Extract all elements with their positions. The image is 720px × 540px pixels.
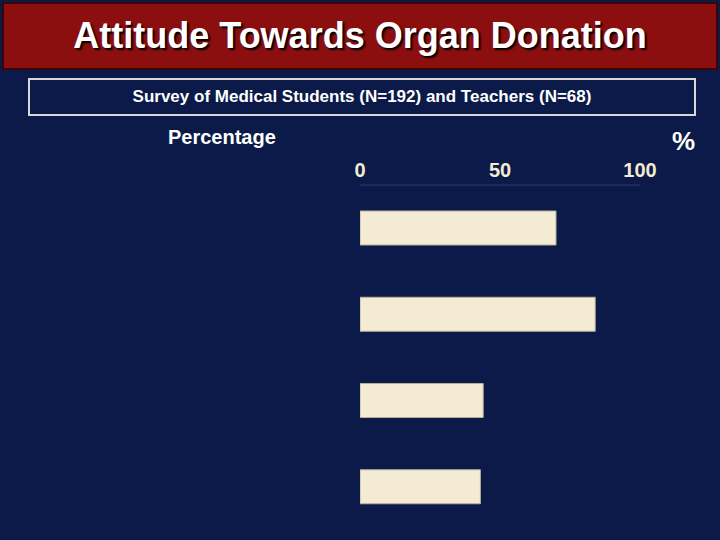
svg-text:100: 100 xyxy=(623,159,656,181)
svg-text:0: 0 xyxy=(354,159,365,181)
html-text:Attitude Towards Organ Donatio: Attitude Towards Organ Donation xyxy=(73,15,647,56)
html-text:Survey of Medical Students (N=: Survey of Medical Students (N=192) and T… xyxy=(132,87,592,106)
svg-text:50: 50 xyxy=(489,159,511,181)
html-text:Percentage: Percentage xyxy=(168,126,276,148)
